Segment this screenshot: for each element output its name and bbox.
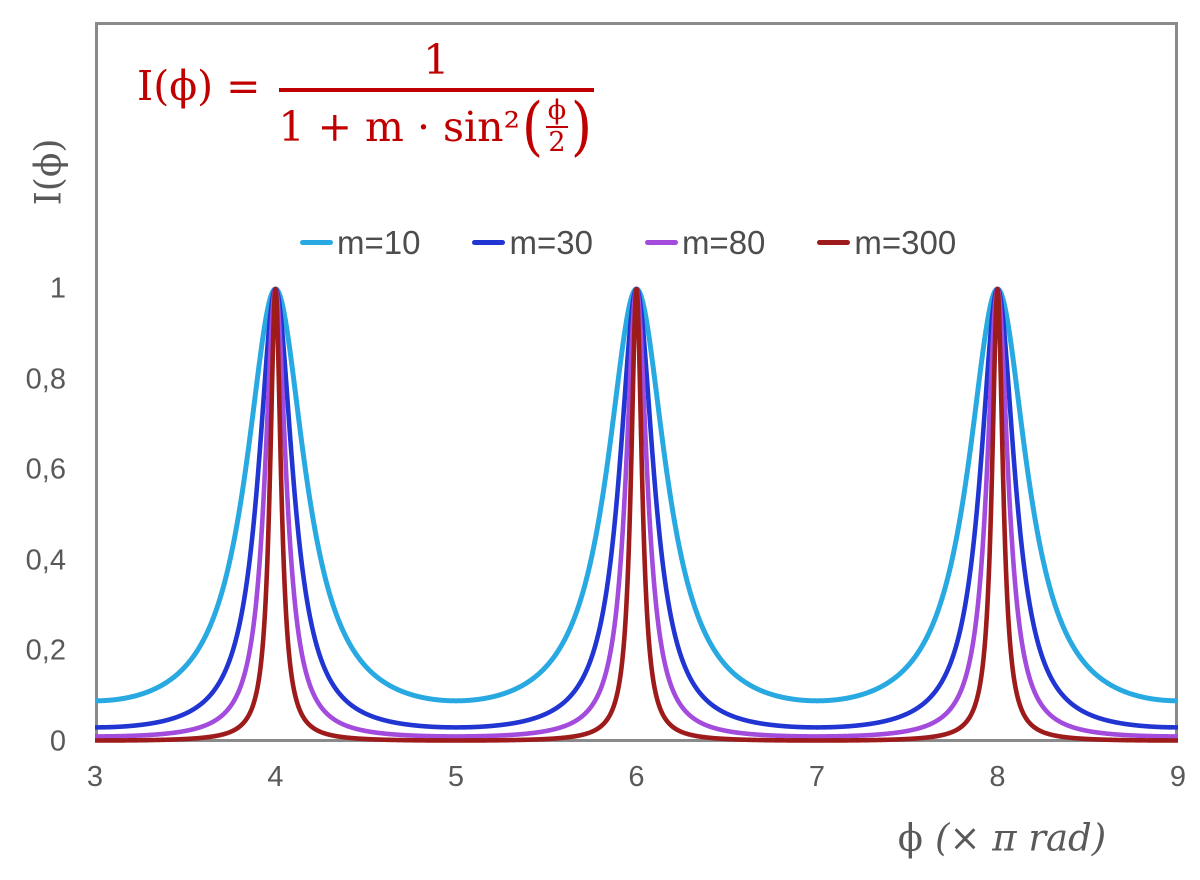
x-axis-symbol: ϕ [897,816,924,860]
x-tick-label-3: 3 [86,761,104,793]
y-axis-label: I(ϕ) [28,138,70,206]
y-tick-label-1: 1 [49,272,66,305]
legend-label: m=80 [681,224,766,261]
legend: m=10 m=30 m=80 m=300 [300,226,956,259]
formula-numerator: 1 [423,36,450,84]
x-tick-label-6: 6 [628,761,645,793]
legend-label: m=10 [337,224,421,261]
x-axis-unit: (× π rad) [935,816,1107,860]
legend-item-m300: m=300 [817,226,956,259]
legend-item-m30: m=30 [472,224,593,261]
y-tick-label-0,4: 0,4 [25,544,66,577]
legend-swatch [472,240,506,245]
legend-item-m80: m=80 [644,224,766,261]
legend-swatch [817,240,851,245]
open-paren: ( [521,89,544,164]
legend-swatch [644,240,678,245]
formula-annotation: I(ϕ) = 1 1 + m · sin² ( ϕ 2 ) [137,36,594,164]
formula-inner-fraction: ϕ 2 [545,94,568,159]
inner-fraction-numerator: ϕ [547,94,567,126]
x-tick-label-9: 9 [1169,761,1187,793]
inner-fraction-denominator: 2 [548,127,566,159]
legend-swatch [300,240,333,245]
formula-denominator: 1 + m · sin² ( ϕ 2 ) [278,89,594,164]
formula-fraction-bar [278,88,594,92]
x-tick-label-8: 8 [989,761,1006,793]
legend-label: m=30 [509,224,593,261]
legend-item-m10: m=10 [300,226,420,259]
formula-denominator-text: 1 + m · sin² [278,102,521,151]
x-tick-label-5: 5 [447,761,465,793]
x-tick-label-7: 7 [808,761,826,793]
legend-label: m=300 [854,224,957,261]
formula-lhs: I(ϕ) = [137,62,261,110]
curve-m80 [93,286,1180,739]
formula-fraction: 1 1 + m · sin² ( ϕ 2 ) [278,36,594,164]
inner-fraction-bar [545,125,568,129]
curve-m300 [93,286,1180,743]
y-tick-label-0,2: 0,2 [25,634,66,667]
y-tick-label-0,6: 0,6 [25,453,66,486]
y-tick-label-0,8: 0,8 [25,363,66,396]
x-tick-label-4: 4 [267,761,284,793]
curve-m30 [93,286,1180,730]
plot-frame [95,22,1178,742]
x-axis-title: ϕ (× π rad) [898,817,1106,860]
close-paren: ) [570,89,593,164]
y-tick-label-0: 0 [49,725,66,758]
